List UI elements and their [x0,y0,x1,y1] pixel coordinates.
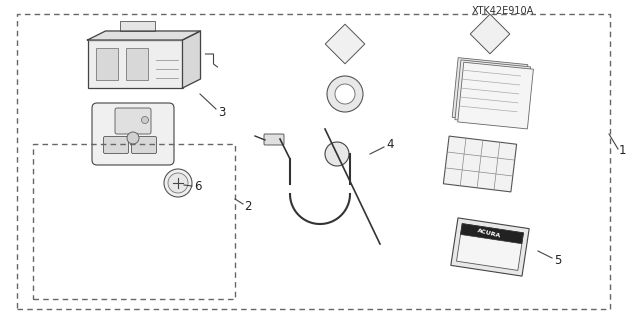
Circle shape [168,173,188,193]
Polygon shape [451,218,529,276]
Circle shape [141,116,148,123]
Polygon shape [182,31,200,88]
Polygon shape [458,62,533,129]
Polygon shape [470,14,510,54]
Polygon shape [456,224,524,271]
Text: 5: 5 [554,255,562,268]
FancyBboxPatch shape [131,137,157,153]
Polygon shape [88,31,200,40]
Circle shape [127,132,139,144]
Text: ACURA: ACURA [477,228,501,238]
Text: 2: 2 [244,201,252,213]
Text: 1: 1 [618,145,626,158]
FancyBboxPatch shape [95,48,118,80]
Text: 4: 4 [387,137,394,151]
FancyBboxPatch shape [104,137,129,153]
FancyBboxPatch shape [92,103,174,165]
FancyBboxPatch shape [120,21,155,31]
Polygon shape [444,136,516,192]
Circle shape [335,84,355,104]
Text: 3: 3 [218,106,226,118]
Polygon shape [455,60,531,127]
Polygon shape [461,224,524,244]
Text: XTK42E910A: XTK42E910A [472,6,534,16]
Circle shape [325,142,349,166]
Circle shape [327,76,363,112]
Text: 6: 6 [195,181,202,194]
Circle shape [164,169,192,197]
Polygon shape [452,58,528,124]
FancyBboxPatch shape [88,40,182,88]
Polygon shape [325,24,365,64]
FancyBboxPatch shape [264,134,284,145]
FancyBboxPatch shape [125,48,147,80]
FancyBboxPatch shape [115,108,151,134]
